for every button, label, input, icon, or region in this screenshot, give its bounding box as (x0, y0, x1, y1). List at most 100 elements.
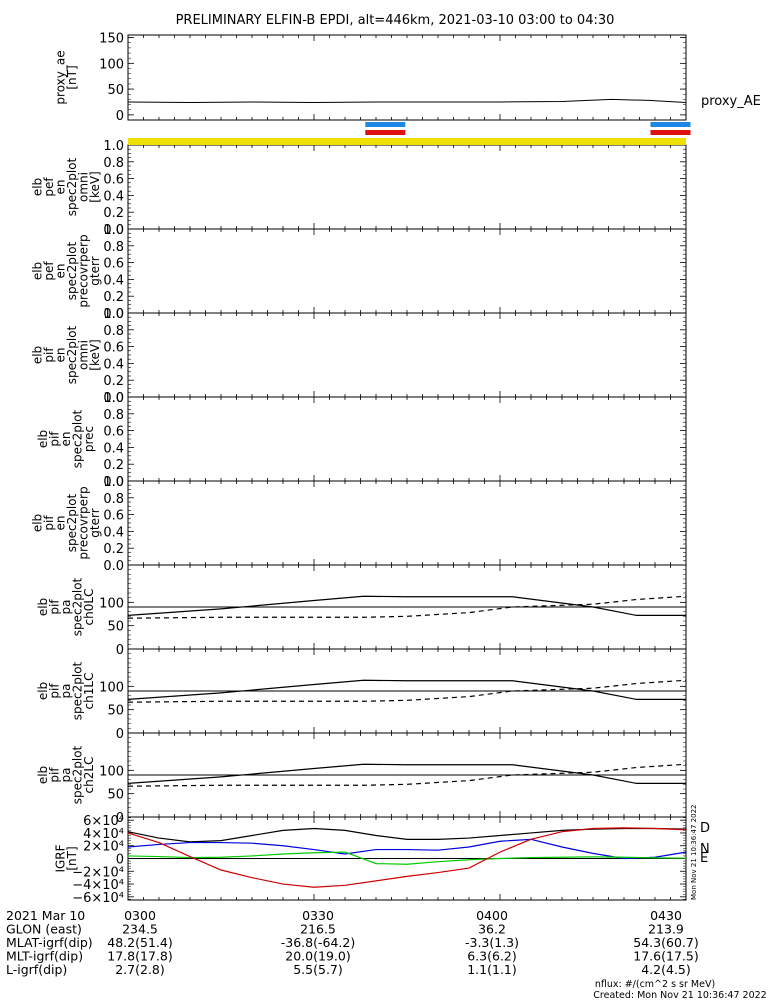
x-row-value: -3.3(1.3) (465, 935, 519, 950)
y-tick-label: 0.8 (103, 408, 124, 423)
legend-D: D (700, 821, 710, 836)
y-axis-label-line: pif (42, 515, 56, 531)
y-axis-label-line: [nT] (65, 65, 79, 89)
x-row-value: 6.3(6.2) (467, 949, 517, 964)
x-row-value: 20.0(19.0) (285, 949, 350, 964)
series-dashed-line (127, 595, 687, 619)
y-tick-label: 0 (116, 811, 124, 826)
panel-pef_en_spec2plot_omni: 0.0 0.2 0.40.6 0.8 1.0 elbpefenspec2plotomni[… (30, 139, 687, 238)
y-tick-label: 100 (99, 596, 124, 611)
y-tick-label: 100 (99, 57, 124, 72)
panel-pef_en_spec2plot_precovrperp_gterr: 0.0 0.2 0.40.6 0.8 1.0 elbpefenspec2plotpreco… (30, 223, 687, 322)
y-tick-label: 0.4 (103, 189, 124, 204)
y-axis-label-line: en (53, 348, 67, 363)
units-note: nflux: #/(cm^2 s sr MeV) (595, 979, 715, 990)
y-tick-label: 0 (116, 853, 124, 868)
panel-frame (127, 480, 687, 566)
marker-red (365, 130, 406, 135)
y-tick-label: 0.6 (103, 173, 124, 188)
x-row-value: 5.5(5.7) (293, 962, 343, 977)
y-tick-label: 0.6 (103, 257, 124, 272)
y-axis-label-line: spec2plot (71, 661, 85, 720)
x-row-value: 17.8(17.8) (107, 949, 172, 964)
y-tick-label: 150 (99, 32, 124, 47)
y-axis-label-line: spec2plot (71, 745, 85, 804)
y-tick-label: 0.0 (103, 223, 124, 238)
y-tick-label: 0.0 (103, 559, 124, 574)
y-axis-label-line: [keV] (88, 171, 102, 202)
panel-proxy_ae: 0 50 100 150 proxy_ae[nT] proxy_AE (53, 32, 761, 124)
y-tick-label: 1.0 (103, 139, 124, 154)
x-row-value: 1.1(1.1) (467, 962, 517, 977)
y-tick-label: 50 (107, 620, 124, 635)
x-row-label: GLON (east) (6, 922, 82, 937)
x-row-value: 0300 (124, 908, 156, 923)
y-tick-label: 0.2 (103, 374, 124, 389)
y-axis-label-line: pif (48, 599, 62, 615)
y-tick-label: 0.8 (103, 324, 124, 339)
x-row-label: MLT-igrf(dip) (6, 949, 83, 964)
x-row-value: 0400 (476, 908, 508, 923)
y-axis-label-line: pif (48, 767, 62, 783)
y-axis-label-line: elb (30, 262, 44, 280)
plot-title: PRELIMINARY ELFIN-B EPDI, alt=446km, 202… (176, 13, 615, 28)
y-axis-label-line: gterr (88, 508, 102, 537)
y-axis-label-line: pif (48, 683, 62, 699)
y-axis-label-line: spec2plot (65, 241, 79, 300)
y-axis-label-line: en (53, 180, 67, 195)
y-axis-label-line: prec (82, 426, 96, 452)
y-tick-label: 0.2 (103, 542, 124, 557)
y-axis-label-line: spec2plot (71, 577, 85, 636)
x-row-value: 17.6(17.5) (633, 949, 698, 964)
series-solid-line (127, 763, 686, 785)
y-tick-label: 0.4 (103, 357, 124, 372)
y-tick-label: 0.0 (103, 475, 124, 490)
x-row-value: 216.5 (300, 922, 336, 937)
x-row-label: 2021 Mar 10 (6, 908, 85, 923)
y-axis-label-line: IGRF (53, 844, 67, 872)
x-row-value: 54.3(60.7) (633, 935, 698, 950)
y-tick-label: 0.0 (103, 391, 124, 406)
y-axis-label-line: pef (42, 177, 56, 197)
y-tick-label: 0.4 (103, 525, 124, 540)
y-tick-label: 0.2 (103, 206, 124, 221)
x-row-value: 213.9 (648, 922, 684, 937)
y-tick-label: 1.0 (103, 475, 124, 490)
y-tick-label: 0.2 (103, 458, 124, 473)
y-axis-label-line: pa (59, 768, 73, 783)
y-axis-label-line: elb (30, 514, 44, 532)
y-tick-label: 0.2 (103, 290, 124, 305)
y-axis-label-line: spec2plot (65, 493, 79, 552)
y-axis-label-line: elb (36, 766, 50, 784)
series-D-line (127, 827, 687, 843)
panel-frame (127, 144, 687, 230)
y-tick-label: 0.8 (103, 156, 124, 171)
y-tick-label: 1.0 (103, 307, 124, 322)
x-row-value: 48.2(51.4) (107, 935, 172, 950)
series-E-line (127, 851, 687, 865)
y-tick-label: 0.4 (103, 273, 124, 288)
marker-red (650, 130, 691, 135)
y-tick-label: 1.0 (103, 223, 124, 238)
x-row-value: -36.8(-64.2) (281, 935, 355, 950)
x-row-value: 0330 (302, 908, 334, 923)
y-axis-label-line: spec2plot (71, 409, 85, 468)
y-axis-label-line: precovrperp (76, 234, 90, 307)
y-axis-label-line: ch1LC (82, 673, 96, 710)
marker-blue (650, 122, 691, 127)
y-axis-label-line: elb (36, 682, 50, 700)
series-N-line (127, 838, 687, 860)
panel-frame (127, 34, 687, 121)
y-tick-label: 50 (107, 788, 124, 803)
marker-blue (365, 122, 406, 127)
panel-pif_en_spec2plot_precovrperp_gterr: 0.0 0.2 0.40.6 0.8 1.0 elbpifenspec2plotpreco… (30, 475, 687, 574)
side-timestamp: Mon Nov 21 10:36:47 2022 (690, 805, 698, 900)
y-tick-label: 4×10⁴ (83, 827, 124, 842)
panel-frame (127, 228, 687, 314)
y-tick-label: 0.6 (103, 425, 124, 440)
y-axis-label-line: omni (76, 340, 90, 370)
y-tick-label: 0 (116, 643, 124, 658)
